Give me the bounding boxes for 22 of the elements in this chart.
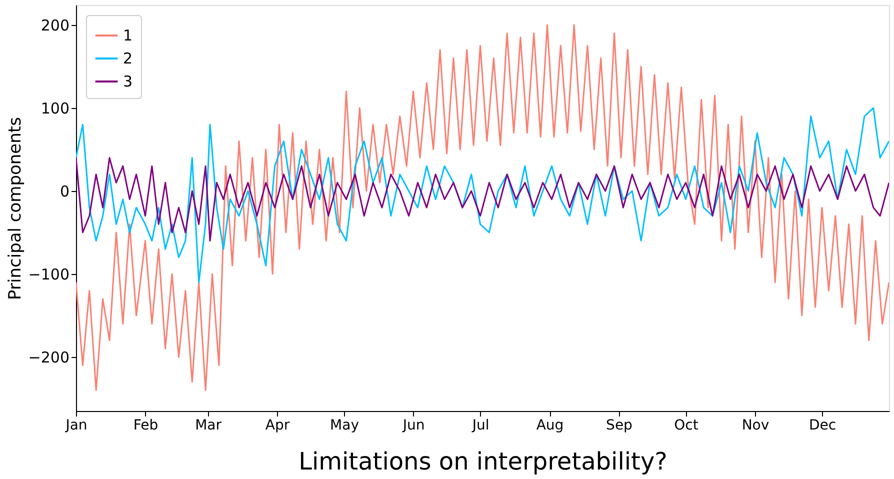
legend-label: 2: [123, 50, 133, 68]
x-tick-label: Mar: [195, 418, 222, 434]
y-tick-label: −200: [28, 348, 70, 367]
x-tick-label: Feb: [133, 418, 158, 434]
x-tick-label: Dec: [808, 418, 836, 434]
y-tick-label: 0: [60, 182, 70, 200]
x-tick-label: Apr: [265, 418, 290, 434]
legend-label: 1: [123, 26, 133, 44]
x-axis-title: Limitations on interpretability?: [298, 448, 668, 476]
legend-label: 3: [123, 72, 133, 90]
y-tick-label: 100: [40, 99, 70, 118]
y-tick-label: 200: [40, 16, 70, 34]
x-tick-label: Oct: [674, 418, 699, 434]
x-tick-label: Jul: [471, 418, 490, 434]
x-tick-label: May: [330, 418, 359, 434]
y-axis-title: Principal components: [5, 116, 26, 300]
x-tick-label: Jan: [64, 418, 88, 434]
x-tick-label: Aug: [536, 418, 564, 434]
x-tick-label: Jun: [402, 418, 425, 434]
y-tick-label: −100: [28, 266, 70, 284]
x-tick-label: Nov: [742, 418, 770, 434]
x-tick-label: Sep: [606, 418, 633, 434]
